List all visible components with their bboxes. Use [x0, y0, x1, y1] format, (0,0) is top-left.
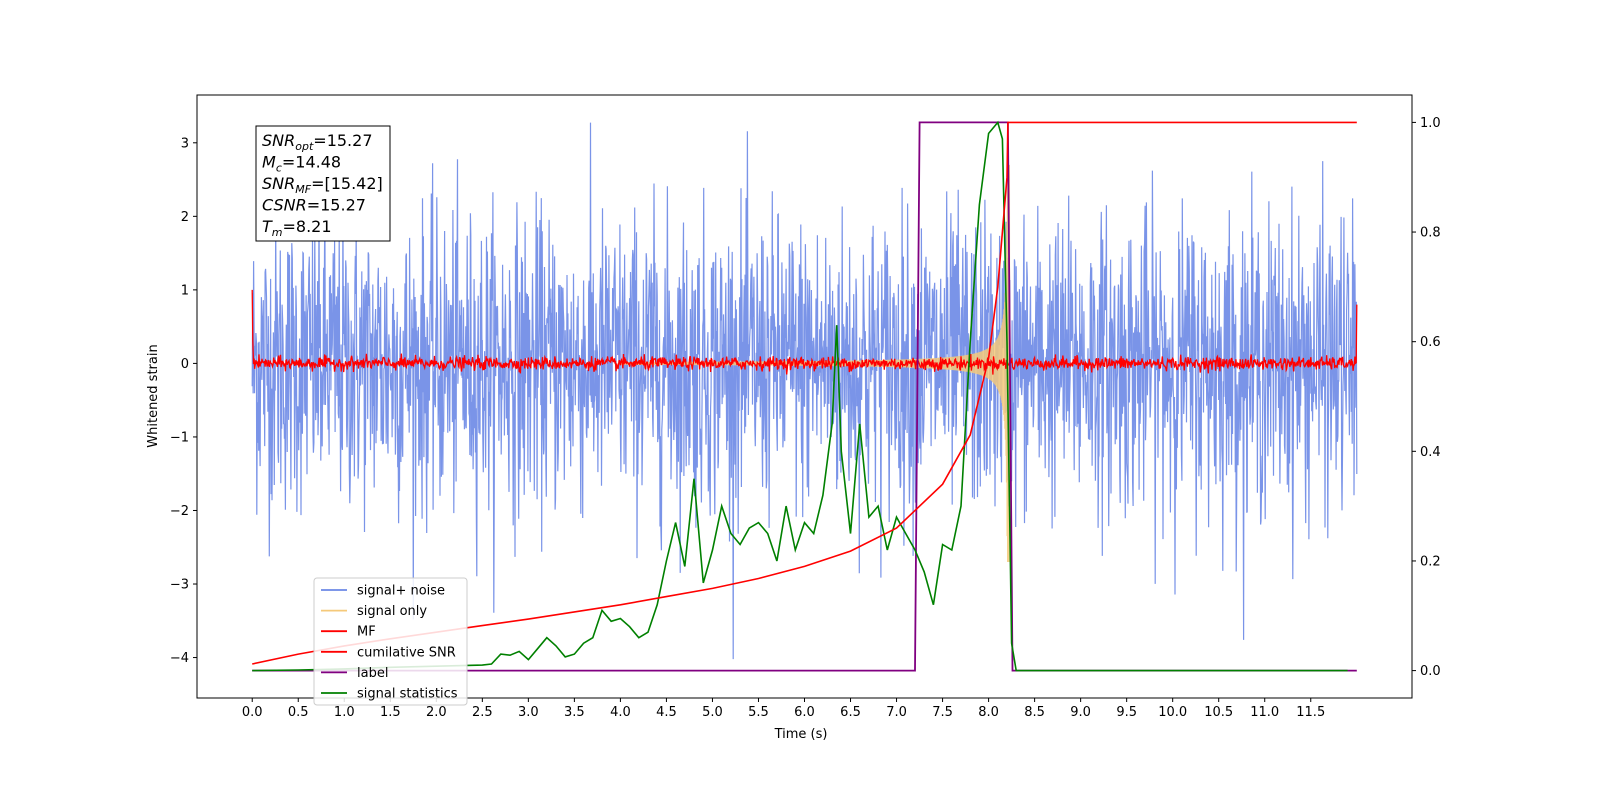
x-tick-label: 5.0	[702, 705, 723, 720]
x-axis: 0.0 0.5 1.0 1.5 2.0 2.5 3.0 3.5 4.0 4.5 5.0 5.5 6.0 6…	[242, 698, 1325, 720]
y-tick-label: −1	[170, 430, 189, 445]
y-tick-label: −4	[170, 651, 189, 666]
x-tick-label: 7.0	[886, 705, 907, 720]
x-tick-label: 6.5	[840, 705, 861, 720]
x-axis-label: Time (s)	[774, 727, 828, 742]
info-line: Tm=8.21	[262, 217, 332, 239]
y-tick-label: −3	[170, 578, 189, 593]
y2-tick-label: 0.4	[1420, 445, 1441, 460]
info-box: SNRopt=15.27Mc=14.48SNRMF=[15.42]CSNR=15…	[255, 125, 391, 242]
x-tick-label: 8.0	[978, 705, 999, 720]
x-tick-label: 8.5	[1024, 705, 1045, 720]
legend-frame	[313, 577, 468, 706]
x-tick-label: 3.0	[518, 705, 539, 720]
legend: signal+ noise signal only MF cumilative SNR…	[313, 577, 468, 706]
info-line: SNRMF=[15.42]	[262, 174, 383, 196]
y2-tick-label: 0.8	[1420, 226, 1441, 241]
x-tick-label: 1.0	[334, 705, 355, 720]
y-tick-label: −2	[170, 504, 189, 519]
info-box-frame	[255, 125, 391, 242]
x-tick-label: 5.5	[748, 705, 769, 720]
legend-label: signal+ noise	[357, 584, 445, 599]
info-line: Mc=14.48	[262, 153, 341, 175]
y2-tick-label: 0.6	[1420, 335, 1441, 350]
y-tick-label: 1	[181, 283, 189, 298]
x-tick-label: 11.5	[1296, 705, 1325, 720]
series-signal-statistics	[252, 120, 1348, 672]
legend-label: cumilative SNR	[357, 645, 456, 660]
y-axis-label: Whitened strain	[146, 344, 161, 447]
y-tick-label: 2	[181, 210, 189, 225]
x-tick-label: 10.0	[1158, 705, 1187, 720]
x-tick-label: 0.5	[288, 705, 309, 720]
info-line: SNRopt=15.27	[262, 131, 373, 153]
x-tick-label: 7.5	[932, 705, 953, 720]
x-tick-label: 9.0	[1070, 705, 1091, 720]
y-tick-label: 0	[181, 357, 189, 372]
x-tick-label: 6.0	[794, 705, 815, 720]
legend-label: signal only	[357, 604, 427, 619]
legend-label: signal statistics	[357, 687, 458, 702]
y-axis: 3 2 1 0 −1 −2 −3 −4	[170, 136, 197, 666]
info-line: CSNR=15.27	[262, 196, 366, 215]
series-layer	[251, 120, 1358, 672]
y-tick-label: 3	[181, 136, 189, 151]
x-tick-label: 3.5	[564, 705, 585, 720]
x-tick-label: 0.0	[242, 705, 263, 720]
series-mf	[251, 289, 1358, 375]
x-tick-label: 4.0	[610, 705, 631, 720]
y2-tick-label: 0.0	[1420, 664, 1441, 679]
series-signal-noise	[251, 122, 1358, 660]
x-tick-label: 2.0	[426, 705, 447, 720]
x-tick-label: 11.0	[1250, 705, 1279, 720]
y2-axis: 1.0 0.8 0.6 0.4 0.2 0.0	[1412, 116, 1441, 679]
x-tick-label: 10.5	[1204, 705, 1233, 720]
x-tick-label: 9.5	[1116, 705, 1137, 720]
y2-tick-label: 1.0	[1420, 116, 1441, 131]
x-tick-label: 1.5	[380, 705, 401, 720]
x-tick-label: 4.5	[656, 705, 677, 720]
legend-label: label	[357, 666, 388, 681]
legend-label: MF	[357, 625, 376, 640]
x-tick-label: 2.5	[472, 705, 493, 720]
y2-tick-label: 0.2	[1420, 554, 1441, 569]
